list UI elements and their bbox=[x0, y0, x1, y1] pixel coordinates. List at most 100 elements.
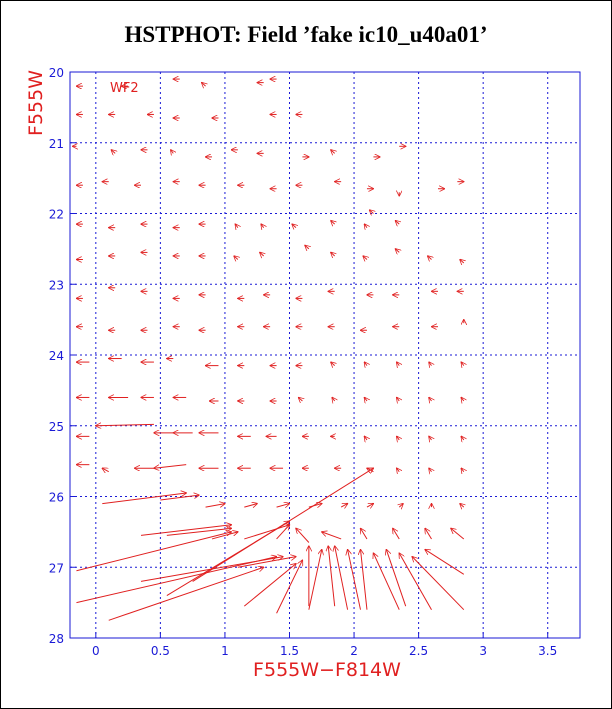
vector-arrow bbox=[202, 83, 206, 87]
vector-arrow bbox=[261, 224, 264, 228]
vector-arrow bbox=[461, 362, 464, 366]
x-axis-label: F555W−F814W bbox=[253, 659, 401, 681]
x-tick-label: 1.5 bbox=[280, 644, 299, 658]
vector-arrow bbox=[461, 468, 464, 472]
vector-arrow bbox=[370, 210, 374, 214]
vector-arrow bbox=[335, 546, 349, 610]
vector-arrow bbox=[211, 532, 238, 540]
vector-arrow bbox=[364, 397, 367, 401]
x-tick-label: 0.5 bbox=[151, 644, 170, 658]
vector-arrow bbox=[243, 564, 296, 607]
y-tick-label: 27 bbox=[49, 561, 64, 575]
vector-arrow bbox=[331, 362, 335, 366]
vector-arrow bbox=[340, 504, 347, 508]
vector-arrow bbox=[308, 550, 322, 610]
vector-arrow bbox=[235, 224, 238, 228]
vector-arrow bbox=[296, 528, 310, 543]
x-tick-label: 2 bbox=[350, 644, 358, 658]
vector-arrow bbox=[393, 528, 400, 540]
x-tick-label: 0 bbox=[92, 644, 100, 658]
vector-arrow bbox=[102, 493, 186, 505]
y-tick-label: 28 bbox=[49, 632, 64, 646]
vector-arrow bbox=[397, 468, 400, 472]
vector-arrow bbox=[412, 557, 465, 611]
y-tick-label: 24 bbox=[49, 349, 64, 363]
y-tick-label: 21 bbox=[49, 137, 64, 151]
vector-arrow bbox=[361, 528, 368, 540]
vector-arrow bbox=[154, 464, 187, 469]
vector-arrow bbox=[397, 436, 400, 440]
x-tick-label: 2.5 bbox=[409, 644, 428, 658]
vector-arrow bbox=[305, 245, 309, 249]
vector-arrow bbox=[332, 397, 335, 401]
y-axis-label: F555W bbox=[25, 70, 47, 136]
vector-arrow bbox=[331, 252, 335, 256]
vector-arrow bbox=[244, 525, 289, 540]
vector-arrow bbox=[328, 546, 336, 607]
vector-arrow bbox=[395, 249, 399, 253]
vector-series bbox=[73, 79, 465, 621]
vector-arrow bbox=[425, 528, 432, 540]
vector-arrow bbox=[244, 504, 257, 508]
vector-arrow bbox=[399, 504, 403, 508]
vector-arrow bbox=[451, 528, 465, 540]
vector-arrow bbox=[102, 468, 109, 472]
vector-arrow bbox=[429, 436, 432, 440]
vector-arrow bbox=[386, 550, 407, 607]
vector-arrow bbox=[425, 550, 465, 575]
vector-arrow bbox=[363, 256, 367, 260]
vector-arrow bbox=[260, 252, 264, 256]
vector-arrow bbox=[140, 525, 231, 536]
vector-arrow bbox=[395, 221, 399, 225]
vector-arrow bbox=[460, 504, 464, 508]
vector-arrow bbox=[331, 221, 335, 225]
vector-arrow bbox=[397, 397, 400, 401]
vector-arrow bbox=[276, 525, 290, 540]
vector-arrow bbox=[461, 436, 464, 440]
vector-arrow bbox=[237, 557, 296, 568]
vector-arrow bbox=[108, 567, 264, 621]
vector-arrow bbox=[76, 532, 231, 572]
vector-arrow bbox=[276, 504, 290, 508]
vector-arrow bbox=[160, 495, 199, 501]
vector-arrow bbox=[331, 150, 335, 154]
y-tick-label: 22 bbox=[49, 208, 64, 222]
vector-arrow bbox=[276, 560, 303, 614]
y-tick-label: 25 bbox=[49, 420, 64, 434]
y-tick-label: 26 bbox=[49, 491, 64, 505]
vector-arrow bbox=[308, 504, 322, 508]
vector-arrow bbox=[399, 553, 432, 610]
vector-arrow bbox=[364, 362, 367, 366]
vector-arrow bbox=[192, 468, 374, 582]
plot-frame bbox=[69, 71, 581, 639]
x-tick-label: 3 bbox=[479, 644, 487, 658]
vector-arrow bbox=[428, 256, 432, 260]
vector-arrow bbox=[234, 256, 238, 260]
vector-arrow bbox=[96, 424, 154, 425]
grid bbox=[70, 71, 580, 639]
vector-arrow bbox=[429, 397, 432, 401]
vector-arrow bbox=[292, 224, 296, 228]
vector-arrow bbox=[111, 150, 115, 154]
vector-arrow bbox=[461, 397, 464, 401]
vector-arrow bbox=[205, 504, 225, 508]
vector-arrow bbox=[373, 553, 400, 610]
vector-arrow bbox=[171, 150, 174, 154]
vector-arrow bbox=[364, 436, 367, 440]
x-tick-label: 3.5 bbox=[538, 644, 557, 658]
panel-label: WF2 bbox=[110, 81, 139, 96]
y-tick-label: 20 bbox=[49, 66, 64, 80]
vector-arrow bbox=[299, 397, 303, 401]
vector-arrow bbox=[76, 557, 276, 604]
vector-arrow bbox=[166, 528, 232, 536]
vector-arrow bbox=[366, 504, 373, 508]
vector-arrow bbox=[364, 224, 367, 228]
vector-arrow bbox=[460, 259, 464, 263]
chart-title: HSTPHOT: Field ’fake ic10_u40a01’ bbox=[124, 22, 488, 47]
tick-labels: 0 0.5 1 1.5 2 2.5 3 3.5 20 21 22 23 24 25 26 27 28 bbox=[49, 66, 558, 658]
x-tick-label: 1 bbox=[221, 644, 229, 658]
vector-arrow bbox=[397, 362, 400, 366]
vector-arrow bbox=[429, 468, 432, 472]
y-tick-label: 23 bbox=[49, 278, 64, 292]
